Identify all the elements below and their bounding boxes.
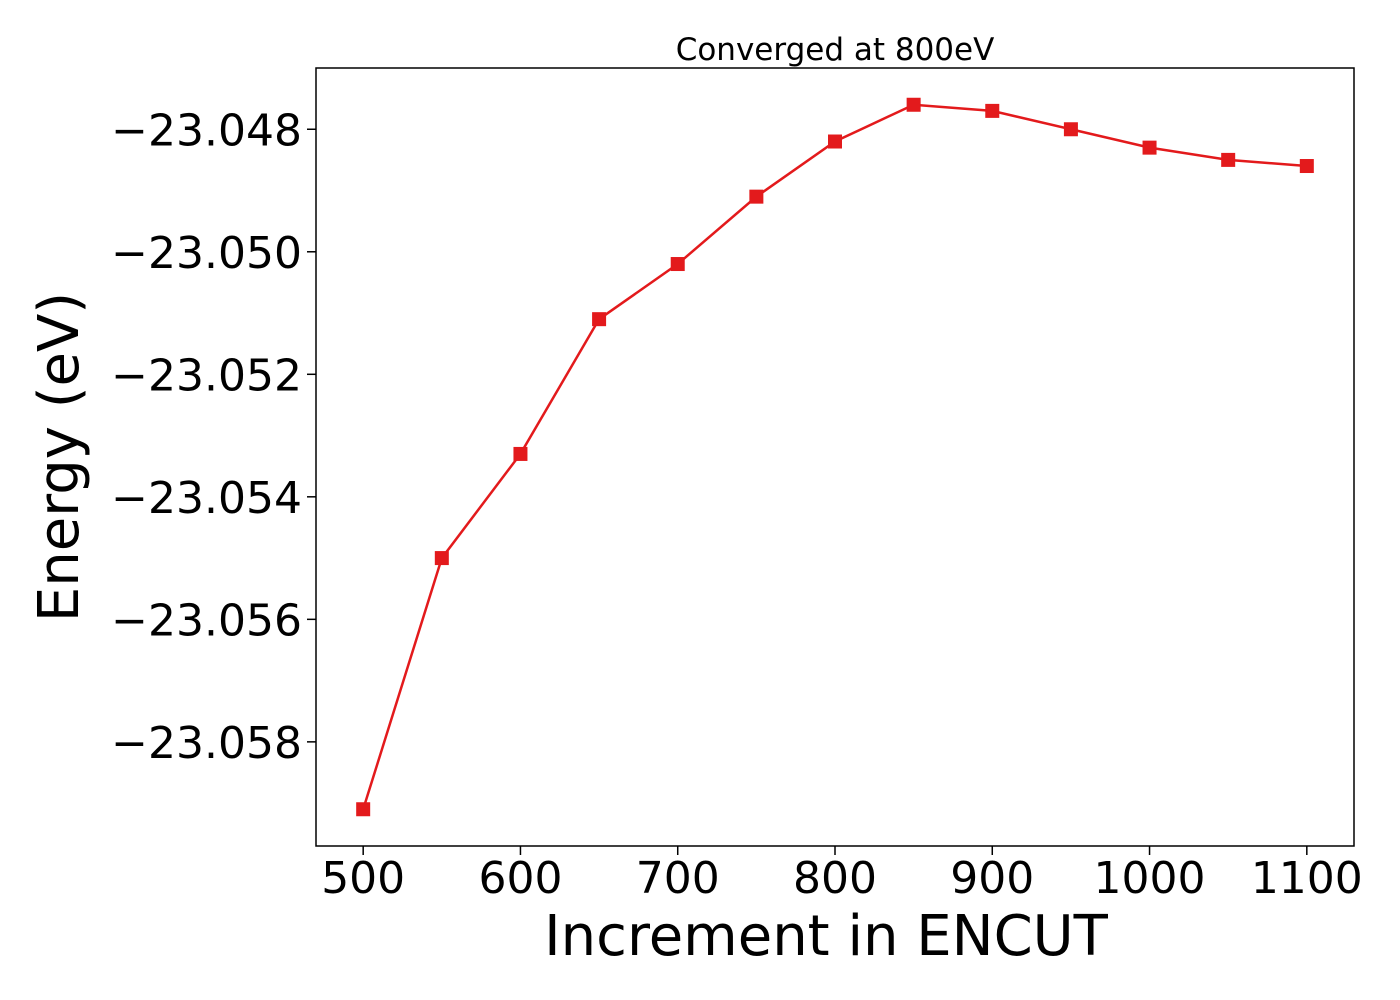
data-point-marker <box>670 257 685 272</box>
data-point-marker <box>1142 140 1157 155</box>
x-tick-label: 800 <box>793 853 877 904</box>
x-tick-label: 600 <box>478 853 562 904</box>
data-point-marker <box>1221 152 1236 167</box>
y-tick-label: −23.048 <box>111 105 302 156</box>
series-line <box>361 103 1307 810</box>
y-tick-label: −23.056 <box>111 595 302 646</box>
plot-series <box>356 97 1314 817</box>
data-point-marker <box>985 103 1000 118</box>
x-tick-label: 500 <box>321 853 405 904</box>
y-tick-label: −23.050 <box>111 228 302 279</box>
x-tick-label: 900 <box>950 853 1034 904</box>
y-tick-label: −23.052 <box>111 350 302 401</box>
chart-title: Converged at 800eV <box>676 32 995 68</box>
y-tick-label: −23.054 <box>111 473 302 524</box>
data-point-marker <box>1299 159 1314 174</box>
x-axis-ticks: 500 600 700 800 900 1000 1100 <box>321 846 1363 904</box>
x-tick-label: 1000 <box>1094 853 1206 904</box>
y-axis-label: Energy (eV) <box>27 292 92 622</box>
data-point-marker <box>434 551 449 566</box>
data-point-marker <box>356 802 371 817</box>
x-tick-label: 1100 <box>1251 853 1363 904</box>
data-point-marker <box>592 312 607 327</box>
data-point-marker <box>513 446 528 461</box>
data-point-marker <box>828 134 842 149</box>
data-point-marker <box>1063 122 1078 137</box>
x-tick-label: 700 <box>636 853 720 904</box>
plot-frame <box>315 67 1355 847</box>
y-tick-label: −23.058 <box>111 718 302 769</box>
y-axis-ticks: −23.058 −23.056 −23.054 −23.052 −23.050 −23.0… <box>111 105 316 769</box>
x-axis-label: Increment in ENCUT <box>544 904 1109 969</box>
data-point-marker <box>906 97 921 112</box>
data-point-marker <box>749 189 764 204</box>
